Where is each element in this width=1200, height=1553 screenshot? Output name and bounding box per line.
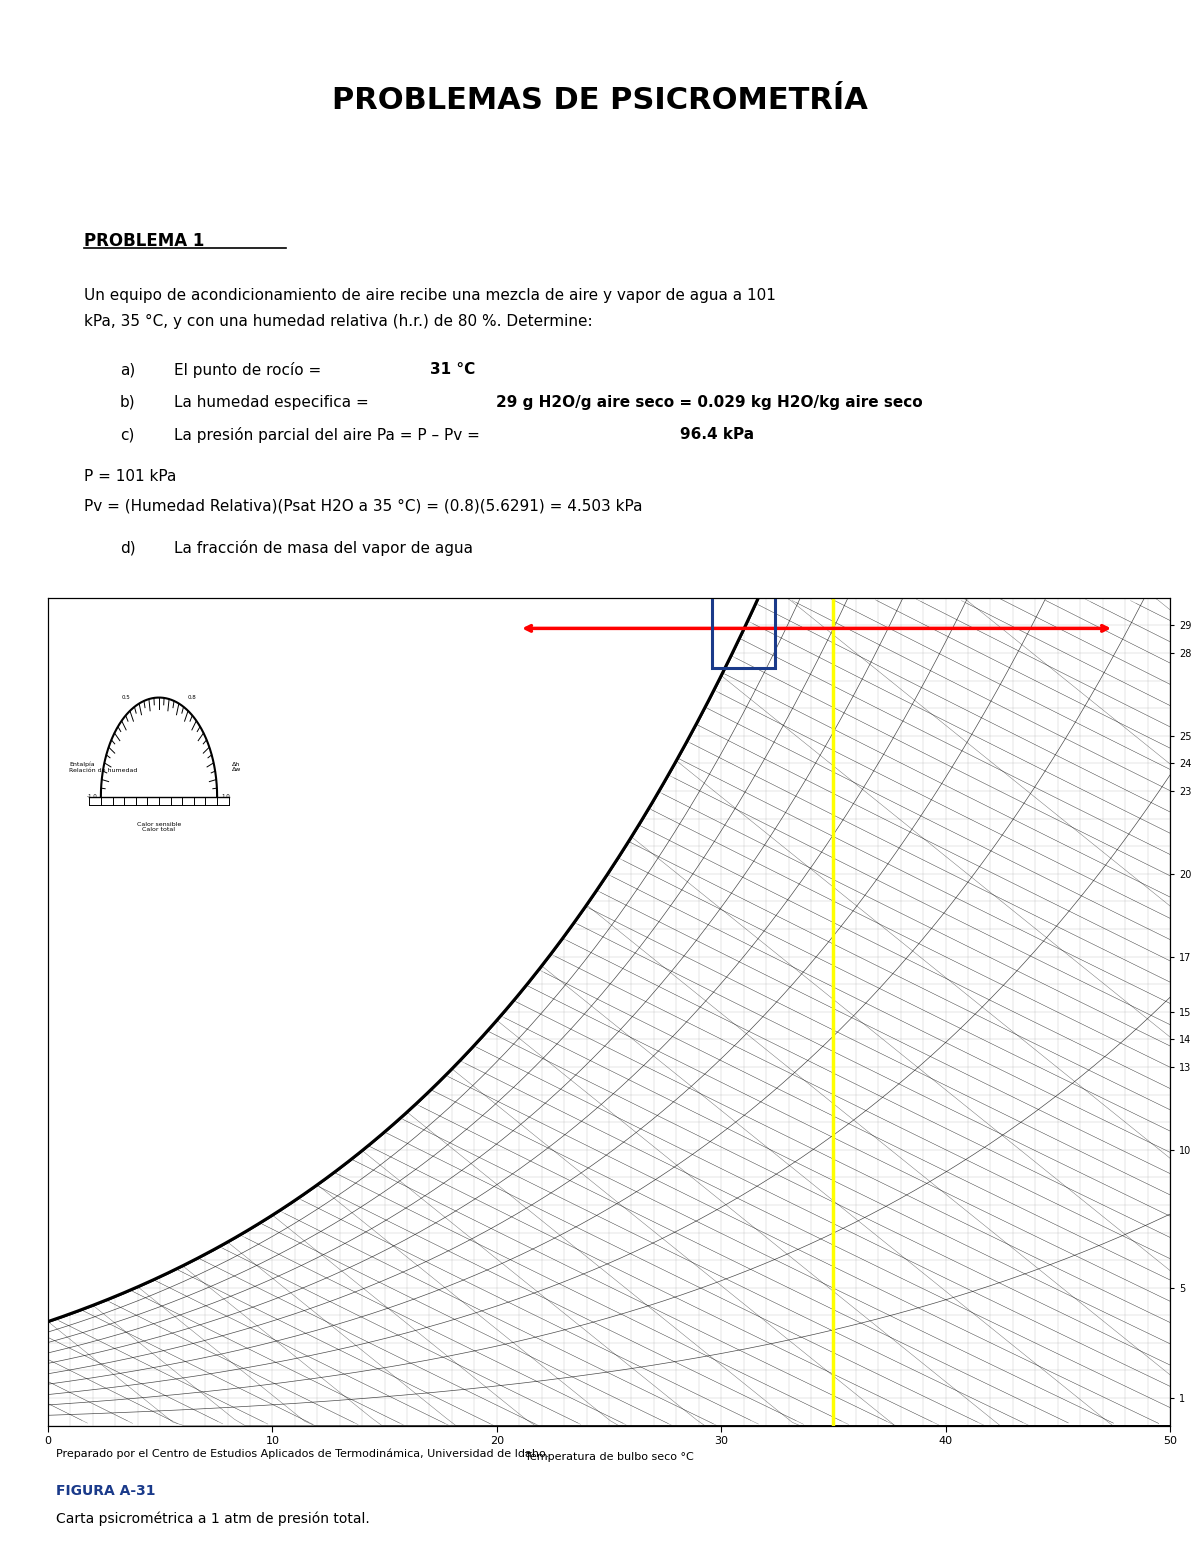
Text: c): c)	[120, 427, 134, 443]
Text: d): d)	[120, 540, 136, 556]
Text: © 1992 American Society of Heating,: © 1992 American Society of Heating,	[60, 606, 242, 615]
Text: Refrigerating and Air-Conditioning Engineers, Inc.: Refrigerating and Air-Conditioning Engin…	[60, 623, 301, 632]
Text: kPa, 35 °C, y con una humedad relativa (h.r.) de 80 %. Determine:: kPa, 35 °C, y con una humedad relativa (…	[84, 314, 593, 329]
Bar	[713, 590, 775, 668]
Text: PROBLEMAS DE PSICROMETRÍA: PROBLEMAS DE PSICROMETRÍA	[332, 87, 868, 115]
Text: 1.0: 1.0	[222, 794, 230, 800]
Text: 0.8: 0.8	[188, 696, 197, 700]
Text: -1.0: -1.0	[86, 794, 97, 800]
Text: PROBLEMA 1: PROBLEMA 1	[84, 231, 204, 250]
Text: Δh
Δw: Δh Δw	[232, 761, 241, 772]
Text: Calor sensible
Calor total: Calor sensible Calor total	[137, 822, 181, 832]
X-axis label: Temperatura de bulbo seco °C: Temperatura de bulbo seco °C	[524, 1452, 694, 1461]
Text: El punto de rocío =: El punto de rocío =	[174, 362, 326, 377]
Text: 96.4 kPa: 96.4 kPa	[680, 427, 755, 443]
Text: Nivel del mar: Nivel del mar	[167, 660, 241, 669]
Text: a): a)	[120, 362, 136, 377]
Text: Pv = (Humedad Relativa)(Psat H2O a 35 °C) = (0.8)(5.6291) = 4.503 kPa: Pv = (Humedad Relativa)(Psat H2O a 35 °C…	[84, 499, 642, 514]
Text: 0.5: 0.5	[121, 696, 130, 700]
Text: 31 °C: 31 °C	[430, 362, 475, 377]
Text: Entalpía
Relación de humedad: Entalpía Relación de humedad	[68, 761, 137, 773]
Text: Preparado por el Centro de Estudios Aplicados de Termodinámica, Universidad de I: Preparado por el Centro de Estudios Apli…	[56, 1449, 550, 1458]
Text: Un equipo de acondicionamiento de aire recibe una mezcla de aire y vapor de agua: Un equipo de acondicionamiento de aire r…	[84, 287, 776, 303]
Text: b): b)	[120, 394, 136, 410]
Text: La fracción de masa del vapor de agua: La fracción de masa del vapor de agua	[174, 540, 473, 556]
Text: Carta psicrométrica a 1 atm de presión total.: Carta psicrométrica a 1 atm de presión t…	[56, 1511, 370, 1527]
Text: 29 g H2O/g aire seco = 0.029 kg H2O/kg aire seco: 29 g H2O/g aire seco = 0.029 kg H2O/kg a…	[496, 394, 923, 410]
Text: La humedad especifica =: La humedad especifica =	[174, 394, 373, 410]
Text: FIGURA A-31: FIGURA A-31	[56, 1483, 156, 1499]
Text: La presión parcial del aire Pa = P – Pv =: La presión parcial del aire Pa = P – Pv …	[174, 427, 485, 443]
Text: P = 101 kPa: P = 101 kPa	[84, 469, 176, 485]
